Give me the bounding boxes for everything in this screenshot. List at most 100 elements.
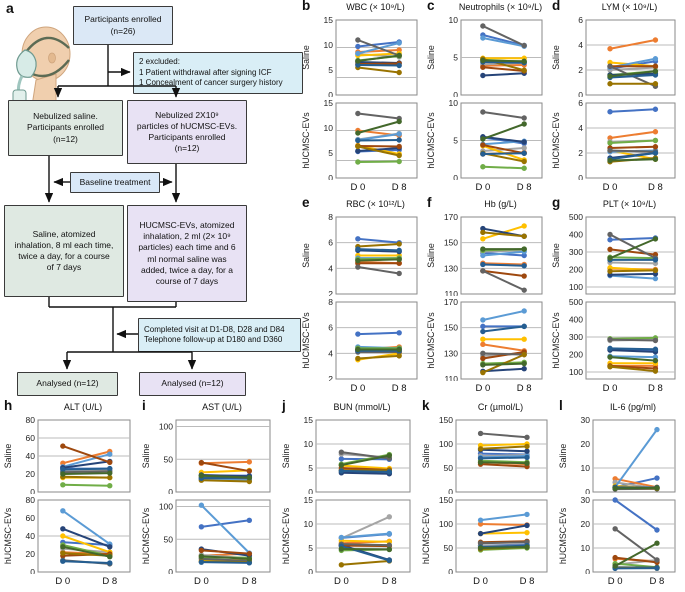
- y-tick-label: 2: [328, 289, 333, 296]
- subplot-h-hucmsc-evs: 0 20 40 60 80 hUCMSC-EVs: [3, 496, 131, 574]
- y-tick-label: 6: [578, 16, 583, 25]
- y-tick-label: 500: [569, 298, 583, 307]
- y-tick-label: 4: [578, 40, 583, 50]
- subplot-f-saline: 110 130 150 170 Saline: [426, 213, 543, 296]
- group-axis-label: Saline: [3, 444, 13, 469]
- y-tick-label: 50: [444, 543, 454, 553]
- flow-box-arm-ev: Nebulized 2X10⁹ particles of hUCMSC-EVs.…: [127, 100, 247, 164]
- flow-box-analysed-saline: Analysed (n=12): [17, 372, 118, 396]
- y-tick-label: 2: [578, 65, 583, 75]
- y-tick-label: 100: [569, 367, 583, 377]
- subplot-c-saline: 0 5 10 Saline: [426, 16, 543, 97]
- panel-g: g PLT (× 10⁹/L) 100 200 300 400 500 Saline 100 2…: [550, 195, 683, 398]
- x-axis-labels: D 0 D 8: [140, 576, 278, 589]
- x-tick-label: D 8: [391, 383, 407, 394]
- x-axis-labels: D 0 D 8: [550, 182, 683, 195]
- group-axis-label: hUCMSC-EVs: [558, 507, 568, 564]
- y-tick-label: 0: [453, 173, 458, 180]
- panel-c: c Neutrophils (× 10⁹/L) 0 5 10 Saline 0 5 10 hUC…: [425, 0, 550, 197]
- x-tick-label: D 0: [350, 383, 366, 394]
- group-axis-label: hUCMSC-EVs: [551, 312, 561, 369]
- group-axis-label: hUCMSC-EVs: [551, 112, 561, 169]
- y-tick-label: 100: [569, 282, 583, 292]
- y-tick-label: 150: [439, 496, 453, 505]
- group-axis-label: Saline: [551, 243, 561, 268]
- subplot-b-saline: 0 5 10 15 Saline: [301, 16, 418, 97]
- y-tick-label: 170: [444, 298, 458, 307]
- x-tick-label: D 8: [391, 182, 407, 193]
- y-tick-label: 170: [444, 213, 458, 222]
- flow-box-treat-saline: Saline, atomized inhalation, 8 ml each t…: [4, 205, 124, 297]
- group-axis-label: Saline: [301, 45, 311, 70]
- panel-b: b WBC (× 10⁹/L) 0 5 10 15 Saline 0 5 10 15 hUCMSC-…: [300, 0, 425, 197]
- y-tick-label: 10: [324, 40, 334, 50]
- y-tick-label: 2: [328, 374, 333, 381]
- y-tick-label: 0: [578, 90, 583, 97]
- y-tick-label: 15: [304, 496, 314, 505]
- y-tick-label: 0: [328, 173, 333, 180]
- y-tick-label: 10: [581, 463, 591, 473]
- y-tick-label: 10: [581, 543, 591, 553]
- y-tick-label: 8: [328, 213, 333, 222]
- y-tick-label: 2: [578, 148, 583, 158]
- panel-i: i AST (U/L) 0 50 100 Saline 0 50 100 hUCMSC-EVs D…: [140, 398, 278, 592]
- x-tick-label: D 0: [350, 182, 366, 193]
- panel-k: k Cr (µmol/L) 0 50 100 150 Saline 0 50 100 150 hUC…: [420, 398, 555, 592]
- y-tick-label: 50: [164, 534, 174, 544]
- x-tick-label: D 8: [381, 576, 397, 587]
- subplot-l-hucmsc-evs: 0 10 20 30 hUCMSC-EVs: [558, 496, 676, 574]
- y-tick-label: 15: [324, 99, 334, 108]
- panel-e-label: e: [302, 195, 310, 210]
- y-tick-label: 30: [581, 496, 591, 505]
- y-tick-label: 0: [30, 487, 35, 494]
- y-tick-label: 10: [449, 99, 459, 108]
- x-axis-labels: D 0 D 8: [420, 576, 555, 589]
- y-tick-label: 20: [26, 469, 36, 479]
- flow-box-enrolled: Participants enrolled (n=26): [73, 6, 173, 45]
- y-tick-label: 20: [581, 519, 591, 529]
- group-axis-label: hUCMSC-EVs: [141, 507, 151, 564]
- x-tick-label: D 0: [473, 576, 488, 587]
- panel-h-label: h: [4, 398, 13, 413]
- group-axis-label: hUCMSC-EVs: [3, 507, 13, 564]
- panel-e: e RBC (× 10¹²/L) 2 4 6 8 Saline 2 4 6 8 hUCMSC-EVs…: [300, 195, 425, 398]
- group-axis-label: hUCMSC-EVs: [301, 112, 311, 169]
- y-tick-label: 0: [585, 567, 590, 574]
- y-tick-label: 80: [26, 496, 36, 505]
- y-tick-label: 110: [444, 289, 458, 296]
- y-tick-label: 0: [578, 173, 583, 180]
- flow-box-baseline: Baseline treatment: [70, 172, 160, 193]
- y-tick-label: 300: [569, 332, 583, 342]
- panel-i-title: AST (U/L): [202, 402, 242, 412]
- x-axis-labels: D 0 D 8: [550, 383, 683, 396]
- x-tick-label: D 8: [648, 182, 663, 193]
- y-tick-label: 100: [159, 502, 173, 512]
- y-tick-label: 50: [444, 463, 454, 473]
- y-tick-label: 4: [328, 263, 333, 273]
- group-axis-label: Saline: [141, 444, 151, 469]
- panel-h: h ALT (U/L) 0 20 40 60 80 Saline 0 20 40 60 80 hUCMS…: [2, 398, 138, 592]
- x-axis-labels: D 0 D 8: [300, 182, 425, 195]
- flow-box-analysed-ev: Analysed (n=12): [139, 372, 246, 396]
- panel-j-title: BUN (mmol/L): [333, 402, 391, 412]
- panel-e-title: RBC (× 10¹²/L): [346, 199, 405, 209]
- y-tick-label: 10: [324, 123, 334, 133]
- y-tick-label: 10: [449, 16, 459, 25]
- y-tick-label: 110: [444, 374, 458, 381]
- panel-b-label: b: [302, 0, 311, 13]
- x-axis-labels: D 0 D 8: [2, 576, 138, 589]
- y-tick-label: 100: [439, 439, 453, 449]
- panel-c-label: c: [427, 0, 435, 13]
- y-tick-label: 20: [581, 439, 591, 449]
- y-tick-label: 4: [328, 348, 333, 358]
- x-axis-labels: D 0 D 8: [425, 182, 550, 195]
- y-tick-label: 0: [448, 487, 453, 494]
- x-tick-label: D 0: [602, 182, 618, 193]
- y-tick-label: 40: [26, 531, 36, 541]
- panel-d-label: d: [552, 0, 561, 13]
- subplot-i-hucmsc-evs: 0 50 100 hUCMSC-EVs: [141, 499, 271, 574]
- y-tick-label: 130: [444, 348, 458, 358]
- panel-f: f Hb (g/L) 110 130 150 170 Saline 110 130 150 170…: [425, 195, 550, 398]
- panel-d-title: LYM (× 10⁹/L): [601, 2, 658, 12]
- y-tick-label: 0: [308, 567, 313, 574]
